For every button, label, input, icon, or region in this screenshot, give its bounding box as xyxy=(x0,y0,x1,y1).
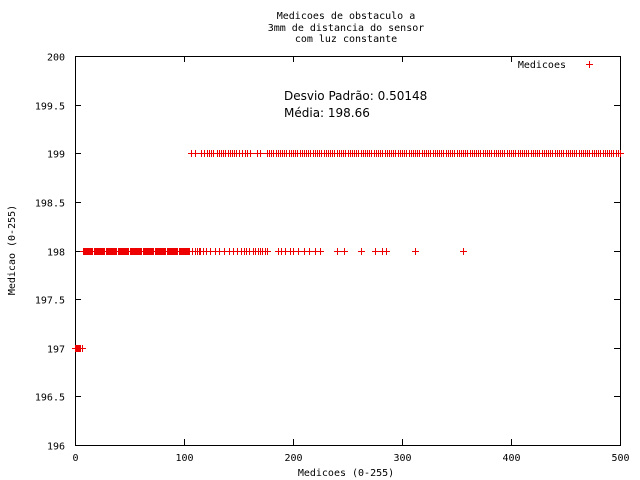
data-point xyxy=(383,248,390,255)
data-point xyxy=(264,248,271,255)
y-axis-label: Medicao (0-255) xyxy=(7,205,18,295)
x-tick-label: 0 xyxy=(72,453,78,464)
x-tick-label: 200 xyxy=(284,453,302,464)
data-point xyxy=(412,248,419,255)
y-tick-label: 196 xyxy=(47,442,65,453)
data-point xyxy=(460,248,467,255)
data-points xyxy=(72,150,624,352)
data-point xyxy=(192,150,199,157)
data-point xyxy=(358,248,365,255)
y-tick-label: 199 xyxy=(47,150,65,161)
x-tick-label: 500 xyxy=(611,453,629,464)
chart-title-line-2: 3mm de distancia do sensor xyxy=(268,23,425,34)
chart-title-line-1: Medicoes de obstaculo a xyxy=(277,11,415,22)
data-point xyxy=(317,248,324,255)
y-tick-label: 196.5 xyxy=(35,393,65,404)
y-axis-ticks: 196 196.5 197 197.5 198 198.5 199 199.5 200 xyxy=(35,53,620,453)
legend: Medicoes xyxy=(518,60,593,71)
annotation-mean: Média: 198.66 xyxy=(284,106,370,120)
chart-title-line-3: com luz constante xyxy=(295,34,397,45)
x-tick-label: 300 xyxy=(393,453,411,464)
y-tick-label: 198.5 xyxy=(35,199,65,210)
data-point xyxy=(306,248,313,255)
data-point xyxy=(247,150,254,157)
x-tick-label: 400 xyxy=(502,453,520,464)
y-tick-label: 199.5 xyxy=(35,102,65,113)
data-point xyxy=(79,345,86,352)
data-point xyxy=(295,248,302,255)
legend-label: Medicoes xyxy=(518,60,566,71)
legend-marker xyxy=(586,61,593,68)
y-tick-label: 197 xyxy=(47,345,65,356)
data-point xyxy=(257,150,264,157)
data-point xyxy=(334,248,341,255)
legend-marker-symbol xyxy=(586,61,593,68)
data-point xyxy=(617,150,624,157)
data-point xyxy=(372,248,379,255)
data-point xyxy=(341,248,348,255)
x-axis-label: Medicoes (0-255) xyxy=(298,468,394,479)
x-axis-ticks: 0 100 200 300 400 500 xyxy=(72,56,630,464)
annotation-std-dev: Desvio Padrão: 0.50148 xyxy=(284,89,427,103)
y-tick-label: 197.5 xyxy=(35,296,65,307)
y-tick-label: 200 xyxy=(47,53,65,64)
x-tick-label: 100 xyxy=(175,453,193,464)
y-tick-label: 198 xyxy=(47,248,65,259)
